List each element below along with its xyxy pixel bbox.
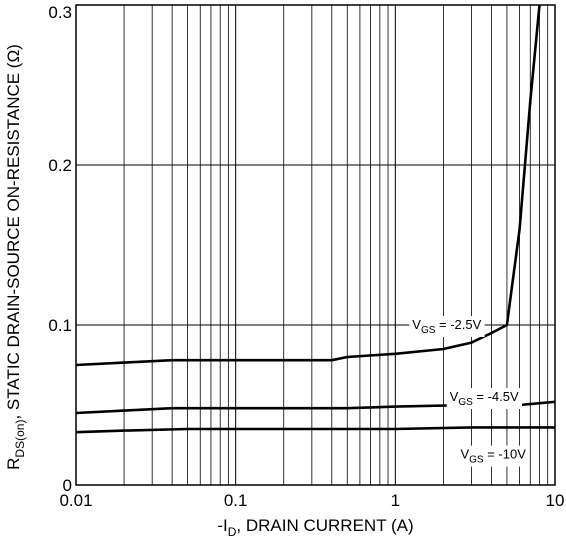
y-tick-label: 0.2: [48, 156, 72, 175]
series-curve-1: [76, 5, 541, 367]
x-tick-label: 1: [391, 491, 400, 510]
plot-frame: [75, 4, 556, 486]
x-tick-label: 0.01: [59, 491, 92, 510]
series-label-background: [446, 388, 522, 409]
series-label-background: [457, 445, 530, 467]
curve-labels: VGS = -2.5V VGS = -4.5V VGS = -10V: [409, 316, 530, 467]
y-tick-label: 0.3: [48, 3, 72, 22]
series-label-background: [409, 316, 485, 337]
series-curve-3: [76, 426, 555, 434]
y-tick-label: 0: [63, 476, 72, 495]
y-tick-label: 0.1: [48, 316, 72, 335]
series-label-1: VGS = -2.5V: [412, 317, 481, 336]
tick-labels: 0.01 0.1 1 10 0 0.1 0.2 0.3: [48, 3, 564, 510]
series-label-2: VGS = -4.5V: [450, 389, 519, 408]
series-label-3: VGS = -10V: [460, 447, 526, 466]
series-curves: [76, 5, 555, 434]
grid: [75, 4, 556, 486]
x-tick-label: 10: [546, 491, 565, 510]
x-axis-title: -ID, DRAIN CURRENT (A): [217, 516, 413, 539]
y-axis-title: RDS(on), STATIC DRAIN-SOURCE ON-RESISTAN…: [4, 44, 27, 470]
x-tick-label: 0.1: [224, 491, 248, 510]
